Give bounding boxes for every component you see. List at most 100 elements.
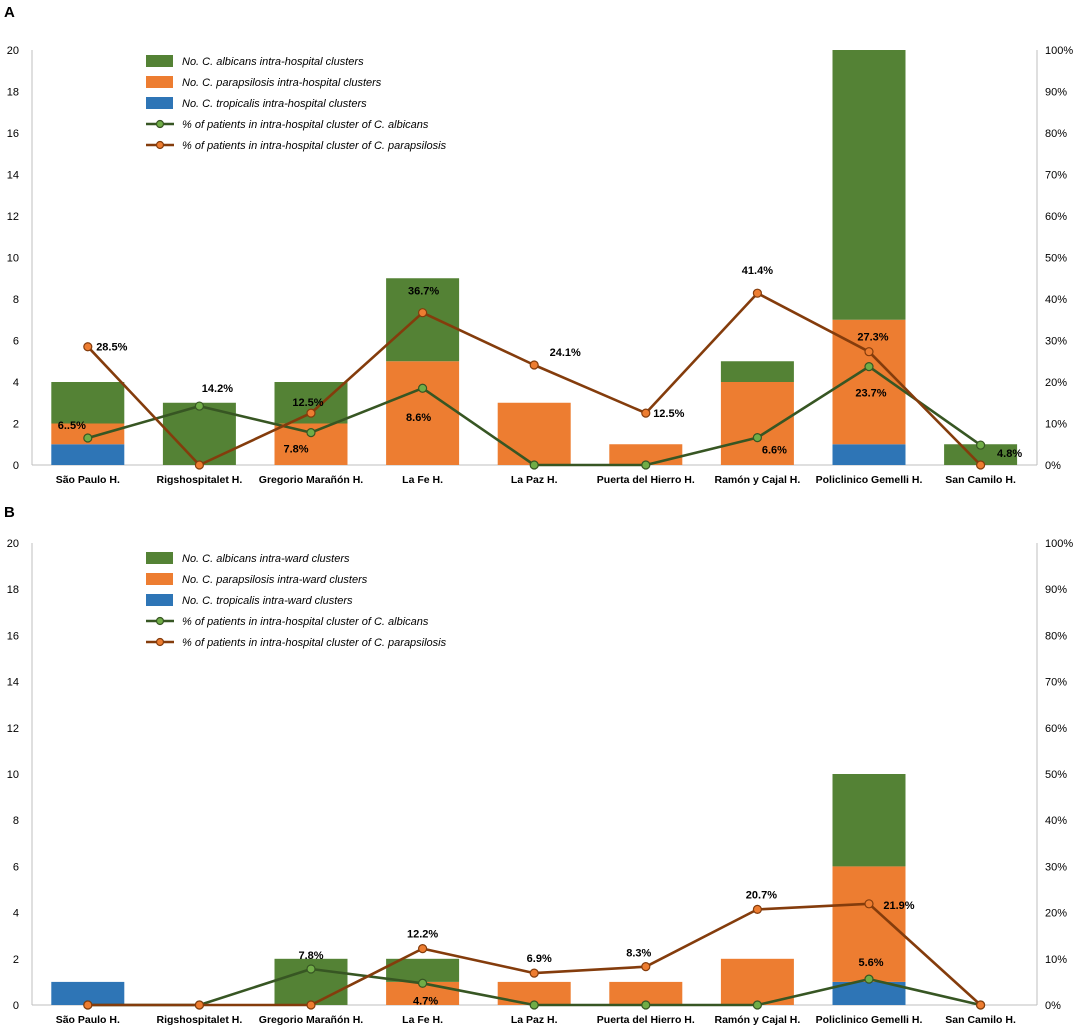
y-tick-label: 16: [7, 128, 19, 140]
data-label: 4.7%: [413, 995, 438, 1007]
legend-swatch: [146, 55, 173, 67]
y2-tick-label: 10%: [1045, 954, 1067, 966]
y2-tick-label: 0%: [1045, 1000, 1061, 1012]
data-label: 12.2%: [407, 929, 438, 941]
y-tick-label: 20: [7, 538, 19, 550]
data-label: 6..5%: [58, 420, 86, 432]
line-point: [975, 1000, 986, 1010]
panel-letter: A: [4, 4, 15, 21]
data-label: 5.6%: [858, 957, 883, 969]
y-tick-label: 6: [13, 336, 19, 348]
y2-tick-label: 40%: [1045, 815, 1067, 827]
line-point: [418, 944, 428, 954]
y-tick-label: 14: [7, 170, 19, 182]
data-label: 24.1%: [550, 347, 581, 359]
x-tick-label: Ramón y Cajal H.: [715, 474, 801, 486]
bar: [51, 981, 125, 1005]
data-label: 8.6%: [406, 412, 431, 424]
line-point: [641, 1000, 651, 1010]
panel-letter: B: [4, 504, 15, 521]
y2-tick-label: 60%: [1045, 723, 1067, 735]
legend-marker: [155, 119, 165, 129]
x-tick-label: La Paz H.: [511, 1014, 558, 1026]
legend-marker: [155, 637, 165, 647]
y-tick-label: 8: [13, 815, 19, 827]
bar: [720, 361, 794, 382]
x-tick-label: La Fe H.: [402, 1014, 443, 1026]
y-tick-label: 10: [7, 253, 19, 265]
y-tick-label: 12: [7, 211, 19, 223]
legend-marker: [155, 616, 165, 626]
bar: [497, 402, 571, 465]
line-point: [975, 440, 986, 450]
legend-entry: No. C. tropicalis intra-hospital cluster…: [146, 97, 367, 110]
bar: [497, 981, 571, 1005]
y-tick-label: 2: [13, 954, 19, 966]
y-tick-label: 0: [13, 460, 19, 472]
legend-label: No. C. parapsilosis intra-hospital clust…: [182, 77, 382, 89]
bar: [386, 278, 460, 362]
line-point: [864, 347, 874, 357]
line-point: [83, 1000, 93, 1010]
line-point: [752, 1000, 763, 1010]
bar: [51, 444, 125, 465]
x-tick-label: Puerta del Hierro H.: [597, 474, 695, 486]
y2-tick-label: 90%: [1045, 584, 1067, 596]
x-tick-label: São Paulo H.: [56, 1014, 120, 1026]
legend-entry: No. C. tropicalis intra-ward clusters: [146, 594, 353, 607]
legend-label: No. C. tropicalis intra-hospital cluster…: [182, 98, 367, 110]
bar: [51, 382, 125, 424]
line-point: [529, 360, 539, 370]
bar: [609, 981, 683, 1005]
line-point: [83, 342, 93, 352]
legend-entry: % of patients in intra-hospital cluster …: [146, 140, 447, 152]
y2-tick-label: 0%: [1045, 460, 1061, 472]
legend-swatch: [146, 97, 173, 109]
bar: [832, 774, 906, 867]
legend-swatch: [146, 594, 173, 606]
data-label: 20.7%: [746, 889, 777, 901]
legend-label: % of patients in intra-hospital cluster …: [182, 119, 429, 131]
panel-a-chart: A 0 2 4 6 8 10 12 14 16 18 20 0% 10% 20% 30% 40% 50% 60% 70…: [4, 4, 1073, 486]
y2-tick-label: 90%: [1045, 87, 1067, 99]
data-label: 23.7%: [855, 388, 886, 400]
y-tick-label: 4: [13, 908, 19, 920]
y-tick-label: 6: [13, 861, 19, 873]
line-point: [306, 408, 316, 418]
line-point: [864, 899, 874, 909]
data-label: 12.5%: [292, 397, 323, 409]
y2-tick-label: 20%: [1045, 377, 1067, 389]
y2-tick-label: 70%: [1045, 170, 1067, 182]
legend-label: % of patients in intra-hospital cluster …: [182, 140, 447, 152]
bar: [386, 361, 460, 465]
x-tick-label: Gregorio Marañón H.: [259, 474, 364, 486]
data-label: 8.3%: [626, 948, 651, 960]
data-label: 7.8%: [283, 444, 308, 456]
legend-swatch: [146, 573, 173, 585]
bar: [832, 50, 906, 320]
data-label: 41.4%: [742, 265, 773, 277]
bar: [944, 444, 1018, 465]
y2-tick-label: 50%: [1045, 769, 1067, 781]
line-point: [194, 1000, 204, 1010]
x-tick-label: La Paz H.: [511, 474, 558, 486]
y-tick-label: 10: [7, 769, 19, 781]
line-point: [529, 968, 539, 978]
x-tick-label: Rigshospitalet H.: [157, 1014, 243, 1026]
legend-entry: % of patients in intra-hospital cluster …: [146, 616, 429, 628]
bar: [832, 444, 906, 465]
y2-tick-label: 40%: [1045, 294, 1067, 306]
line-point: [418, 383, 428, 393]
legend-entry: % of patients in intra-hospital cluster …: [146, 637, 447, 649]
y2-tick-label: 100%: [1045, 45, 1073, 57]
data-label: 4.8%: [997, 448, 1022, 460]
y-tick-label: 14: [7, 677, 19, 689]
x-tick-label: Ramón y Cajal H.: [715, 1014, 801, 1026]
line-point: [641, 408, 651, 418]
legend-entry: No. C. albicans intra-hospital clusters: [146, 55, 364, 68]
legend-label: No. C. parapsilosis intra-ward clusters: [182, 574, 368, 586]
line-point: [975, 460, 986, 470]
line-point: [529, 460, 539, 470]
line-point: [864, 362, 874, 372]
